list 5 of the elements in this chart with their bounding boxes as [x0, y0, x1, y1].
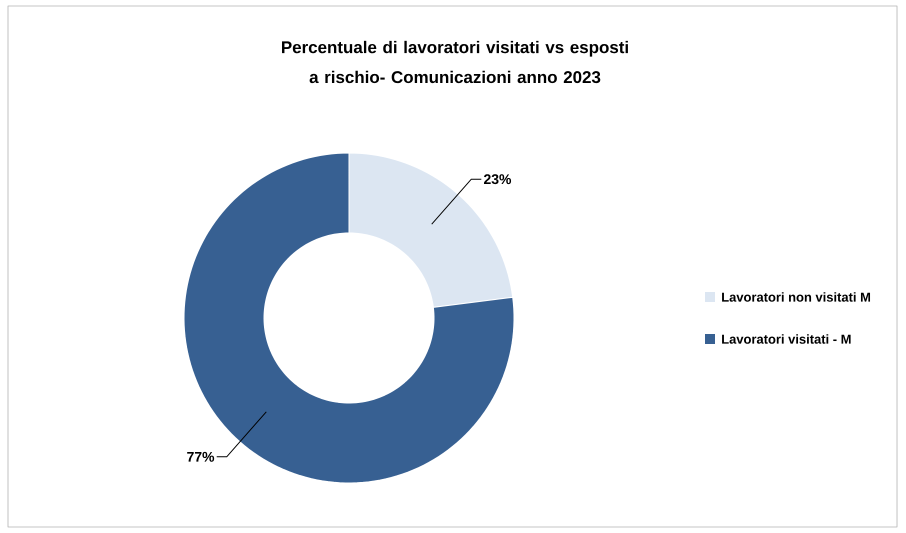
- data-label: 23%: [484, 174, 512, 184]
- legend-label: Lavoratori visitati - M: [722, 334, 851, 344]
- chart-title: Percentuale di lavoratori visitati vs esposti a rischio- Comunicazioni anno 2023: [282, 40, 628, 84]
- legend-label: Lavoratori non visitati M: [722, 292, 870, 302]
- data-label: 77%: [187, 452, 214, 462]
